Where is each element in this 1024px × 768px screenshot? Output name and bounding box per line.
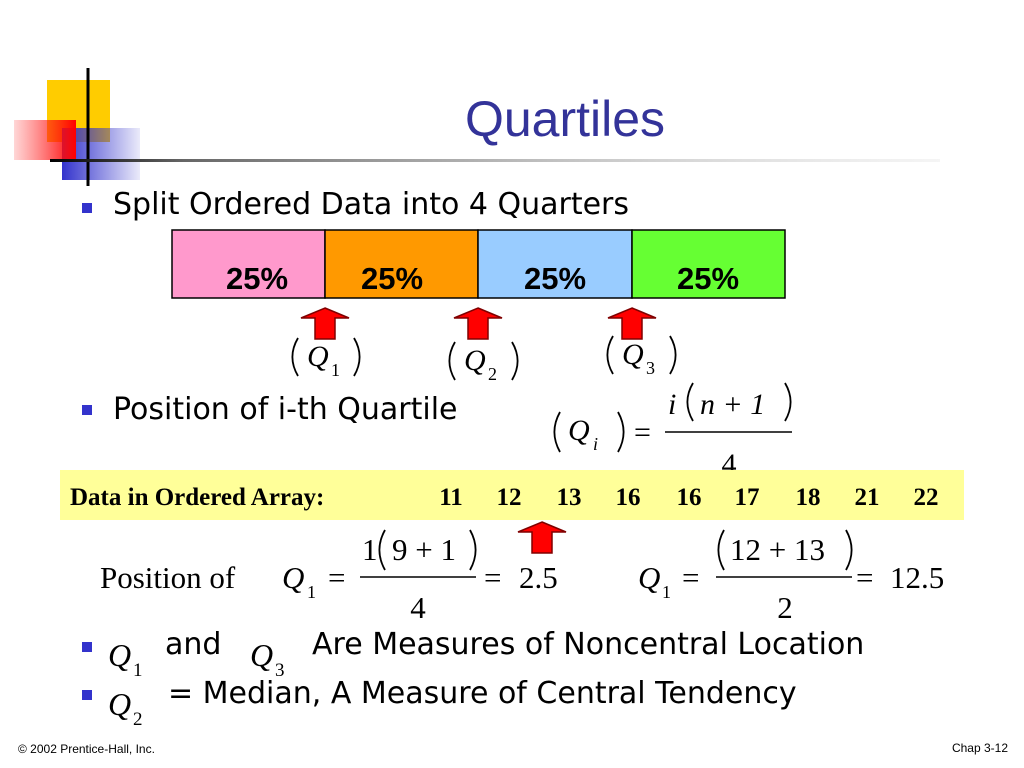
bullet-marker [82,642,92,652]
q-subscript: 3 [646,358,655,378]
data-value: 22 [914,484,939,511]
data-value: 17 [735,484,760,511]
bullet-text: Position of i-th Quartile [113,392,458,427]
data-value: 11 [439,484,463,511]
quarter-box [631,229,786,299]
q-symbol: Q [108,686,131,722]
arrow [607,307,657,340]
data-value: 21 [855,484,880,511]
paren [845,529,853,571]
decor-red [14,120,76,160]
arrow [517,521,567,554]
data-band [60,470,964,520]
bullet-marker [82,405,92,415]
paren [378,529,386,571]
paren [686,382,694,422]
arrows [300,307,657,554]
paren [553,411,561,453]
q-symbol: Q [108,637,131,673]
q-symbol: Q [622,338,644,371]
q-symbol: Q [638,560,660,595]
denominator: 4 [410,590,426,625]
numerator-factor: 1 [362,532,378,567]
equals: = [682,560,699,595]
q-symbol: Q [282,560,304,595]
title: Quartiles [465,91,665,147]
q-symbol: Q [464,344,486,377]
result: 12.5 [890,560,944,595]
paren [606,335,614,375]
q-subscript: 1 [133,660,143,681]
quarter-bar [171,229,786,299]
quarter-box [477,229,633,299]
example-prefix: Position of [100,560,236,595]
paren [448,341,456,381]
paren [669,335,677,375]
paren [717,529,725,571]
numerator-sum: n + 1 [700,388,765,421]
q-subscript: 3 [275,660,285,681]
bullet-text: Are Measures of Noncentral Location [312,627,864,662]
result: 2.5 [519,560,558,595]
bullet-text: = Median, A Measure of Central Tendency [168,676,797,711]
q-symbol: Q [568,414,590,447]
paren [469,529,477,571]
equals: = [328,560,345,595]
quarter-label: 25% [226,261,288,296]
equals: = [634,416,651,449]
q-symbol: Q [307,340,329,373]
paren [784,382,792,422]
q-subscript: 2 [133,709,143,730]
data-label: Data in Ordered Array: [70,484,324,511]
footer-left: © 2002 Prentice-Hall, Inc. [18,742,155,756]
paren [511,341,519,381]
bullet-marker [82,690,92,700]
numerator-sum: 12 + 13 [730,532,825,567]
paren [291,337,299,377]
quarter-label: 25% [524,261,586,296]
equals: = [484,560,501,595]
equals: = [856,560,873,595]
numerator-sum: 9 + 1 [392,532,456,567]
bullet-text: Split Ordered Data into 4 Quarters [113,187,629,222]
footer-right: Chap 3-12 [952,741,1008,755]
paren [617,411,625,453]
quarter-box [171,229,326,299]
q-subscript: 1 [307,582,316,602]
q-subscript: 1 [662,582,671,602]
decor-hline [50,159,940,162]
data-value: 16 [616,484,641,511]
q-subscript: i [593,434,598,454]
paren [353,337,361,377]
bullet-marker [82,203,92,213]
quarter-label: 25% [361,261,423,296]
arrow [300,307,350,340]
q-symbol: Q [250,637,273,673]
data-value: 18 [796,484,821,511]
q-subscript: 2 [488,364,497,384]
q-subscript: 1 [331,360,340,380]
data-value: 13 [557,484,582,511]
numerator-factor: i [668,388,676,421]
bullet-word: and [165,627,221,662]
data-value: 12 [497,484,522,511]
arrow [453,307,503,340]
denominator: 2 [777,590,793,625]
data-value: 16 [677,484,702,511]
quarter-label: 25% [677,261,739,296]
quarter-box [324,229,479,299]
